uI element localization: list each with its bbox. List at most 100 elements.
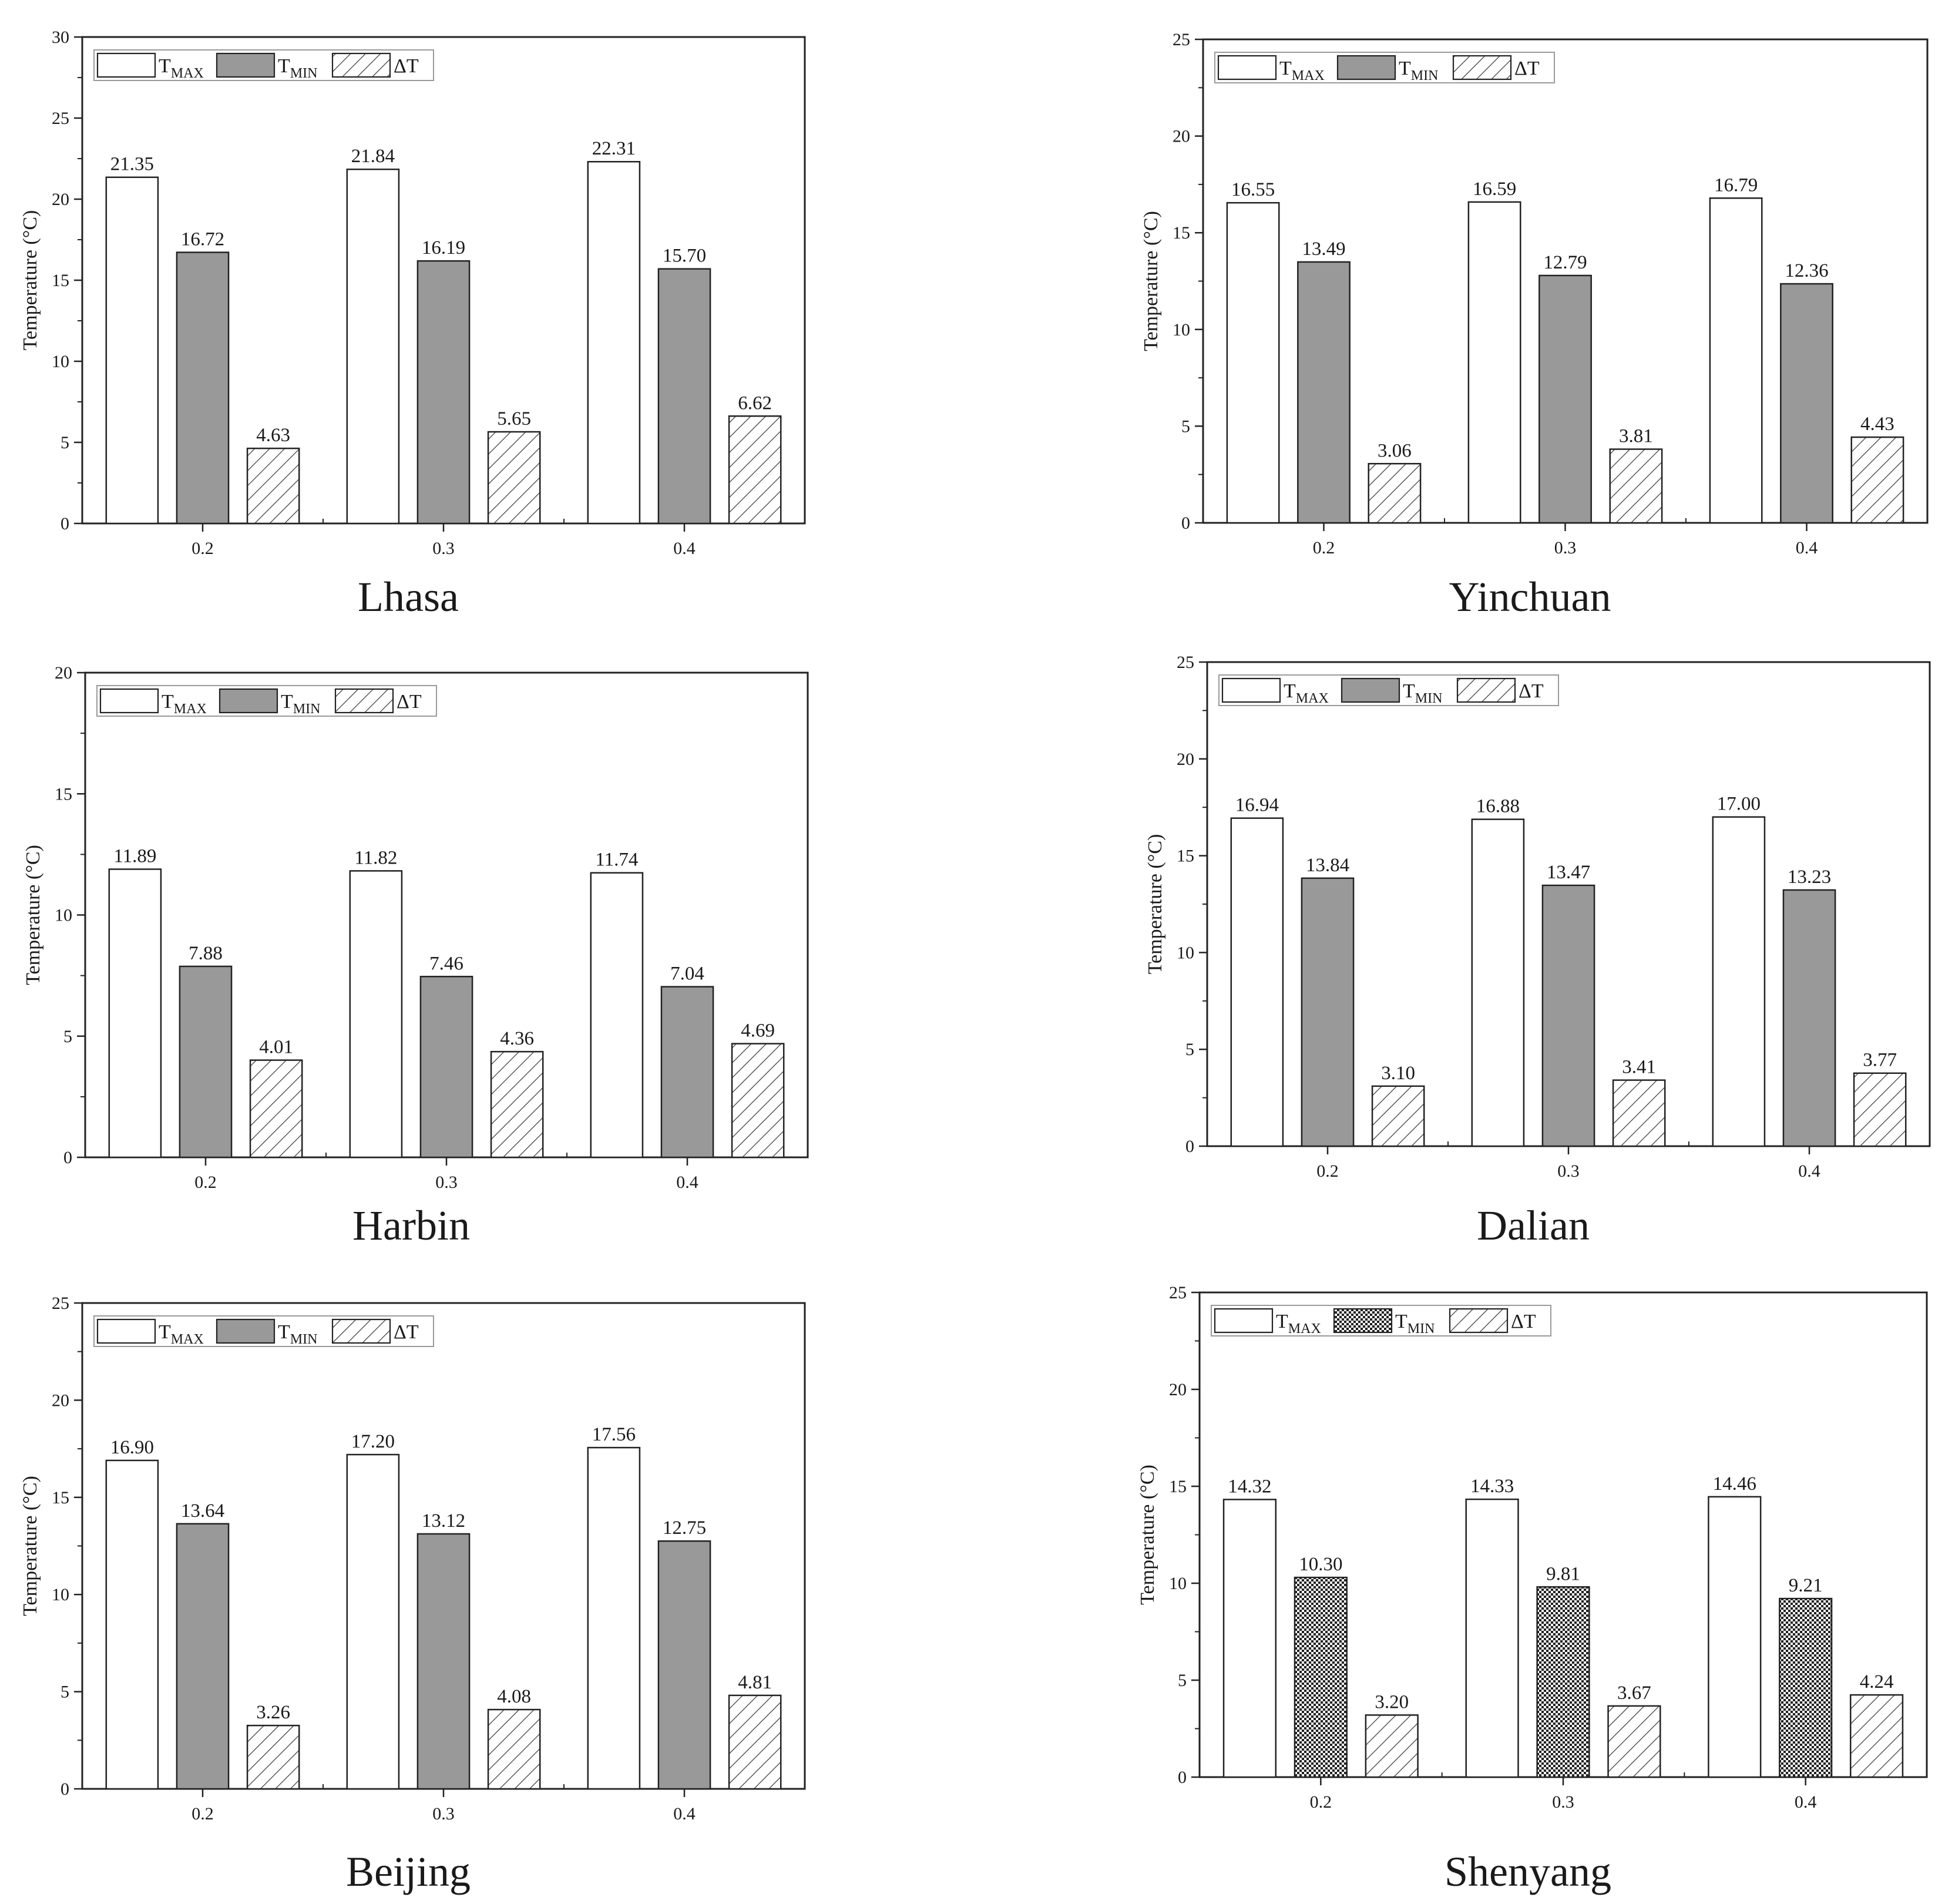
legend: TMAX TMIN ΔT	[93, 49, 434, 81]
bar-value-label: 16.90	[110, 1437, 154, 1458]
x-tick-label: 0.4	[1798, 1161, 1820, 1181]
y-tick-label: 0	[1181, 513, 1190, 533]
legend-label-subscript: MAX	[1288, 1321, 1321, 1337]
legend-swatch-tmin	[216, 52, 276, 78]
y-axis-label: Temperature (°C)	[19, 210, 41, 351]
bar-value-label: 16.19	[422, 237, 465, 258]
bar-tmax-0.2	[108, 868, 162, 1158]
legend-swatch-tmin	[216, 1318, 276, 1344]
y-axis-label: Temperature (°C)	[1144, 834, 1166, 975]
y-tick-label: 15	[1169, 1477, 1187, 1496]
bar-value-label: 4.36	[500, 1028, 534, 1049]
y-tick-label: 5	[61, 433, 69, 452]
bar-value-label: 4.43	[1860, 414, 1894, 435]
legend-swatch-dt	[1452, 55, 1512, 80]
y-tick-label: 25	[52, 1294, 69, 1313]
bar-value-label: 4.24	[1860, 1671, 1894, 1693]
y-tick-label: 10	[52, 352, 69, 371]
x-tick-label: 0.2	[1316, 1161, 1339, 1181]
x-tick-label: 0.2	[1313, 538, 1335, 558]
bar-dt-0.4	[1850, 436, 1904, 524]
bar-value-label: 17.20	[351, 1431, 395, 1452]
bar-dt-0.4	[728, 415, 782, 525]
y-tick-label: 25	[52, 109, 69, 128]
bar-value-label: 14.32	[1228, 1476, 1271, 1497]
bar-value-label: 3.77	[1863, 1050, 1897, 1071]
bar-value-label: 10.30	[1299, 1554, 1342, 1575]
legend-swatch-tmin	[1341, 677, 1400, 703]
bar-value-label: 6.62	[738, 392, 772, 414]
bar-dt-0.3	[490, 1050, 544, 1158]
bar-value-label: 7.46	[429, 953, 463, 974]
legend-label-subscript: MIN	[1411, 68, 1439, 83]
bar-tmax-0.4	[590, 872, 644, 1158]
bar-value-label: 12.36	[1785, 260, 1828, 281]
bar-tmin-0.2	[179, 965, 233, 1158]
bar-dt-0.4	[1853, 1072, 1907, 1147]
bar-value-label: 16.79	[1714, 174, 1758, 196]
legend-label-subscript: MIN	[293, 701, 321, 717]
y-tick-label: 15	[55, 784, 72, 804]
legend-label-main: ΔT	[394, 55, 419, 77]
x-tick-label: 0.3	[432, 1804, 455, 1824]
bar-dt-0.2	[246, 1724, 300, 1790]
bar-dt-0.3	[487, 1708, 541, 1790]
bar-dt-0.3	[1609, 448, 1663, 524]
legend-label-main: ΔT	[1511, 1311, 1536, 1332]
legend-label-main: T	[1284, 680, 1296, 702]
chart-caption: Dalian	[1477, 1202, 1590, 1249]
bar-tmin-0.4	[1779, 1597, 1833, 1778]
bar-tmax-0.3	[346, 1453, 400, 1790]
legend-label-tmax: TMAX	[1284, 680, 1329, 706]
legend-swatch-tmax	[1217, 55, 1277, 80]
legend-label-main: T	[1395, 1311, 1407, 1332]
bar-tmin-0.4	[1780, 283, 1833, 524]
y-tick-label: 20	[52, 190, 69, 209]
y-tick-label: 20	[55, 663, 72, 683]
x-tick-label: 0.3	[1554, 538, 1577, 558]
legend-swatch-dt	[1456, 677, 1516, 703]
y-tick-label: 5	[63, 1027, 72, 1046]
bar-value-label: 4.81	[738, 1672, 772, 1693]
legend-label-subscript: MAX	[171, 1332, 204, 1347]
y-axis-label: Temperature (°C)	[1140, 211, 1162, 351]
legend-swatch-dt	[334, 688, 394, 714]
legend-label-subscript: MAX	[171, 66, 204, 81]
bar-dt-0.2	[249, 1059, 303, 1158]
bar-value-label: 13.23	[1788, 867, 1831, 888]
y-tick-label: 0	[63, 1148, 72, 1167]
bar-dt-0.3	[1607, 1705, 1661, 1778]
bar-tmin-0.4	[1782, 889, 1836, 1147]
legend-label-tmax: TMAX	[159, 1321, 204, 1347]
bar-tmin-0.3	[1538, 274, 1592, 524]
bar-value-label: 17.00	[1717, 794, 1761, 815]
x-tick-label: 0.2	[192, 539, 214, 558]
bar-value-label: 9.21	[1789, 1575, 1823, 1596]
legend-label-subscript: MAX	[1292, 68, 1325, 83]
bar-tmin-0.3	[416, 1533, 471, 1790]
y-tick-label: 0	[1185, 1137, 1194, 1156]
y-tick-label: 25	[1173, 30, 1190, 49]
chart-caption: Shenyang	[1445, 1848, 1611, 1895]
legend-label-tmin: TMIN	[278, 1321, 317, 1347]
y-tick-label: 5	[1185, 1040, 1194, 1059]
bar-dt-0.2	[1365, 1714, 1419, 1778]
bar-tmax-0.4	[1709, 197, 1763, 524]
legend-label-main: ΔT	[1514, 58, 1540, 79]
x-tick-label: 0.3	[432, 539, 455, 558]
bar-value-label: 7.04	[670, 963, 704, 985]
x-tick-label: 0.4	[673, 539, 696, 558]
bar-value-label: 11.82	[354, 847, 397, 868]
legend-label-subscript: MIN	[290, 66, 318, 81]
legend-label-tmin: TMIN	[1399, 58, 1438, 83]
legend-label-dt: ΔT	[1514, 58, 1540, 79]
bar-tmax-0.4	[1712, 816, 1766, 1147]
bar-value-label: 14.33	[1470, 1476, 1514, 1497]
legend-label-main: T	[1399, 58, 1411, 79]
y-tick-label: 5	[1178, 1671, 1187, 1690]
legend-label-subscript: MAX	[1296, 691, 1329, 706]
bar-dt-0.4	[1849, 1694, 1904, 1778]
legend-label-dt: ΔT	[1511, 1311, 1536, 1332]
legend-label-main: T	[281, 691, 293, 713]
legend-label-main: ΔT	[1519, 680, 1544, 702]
